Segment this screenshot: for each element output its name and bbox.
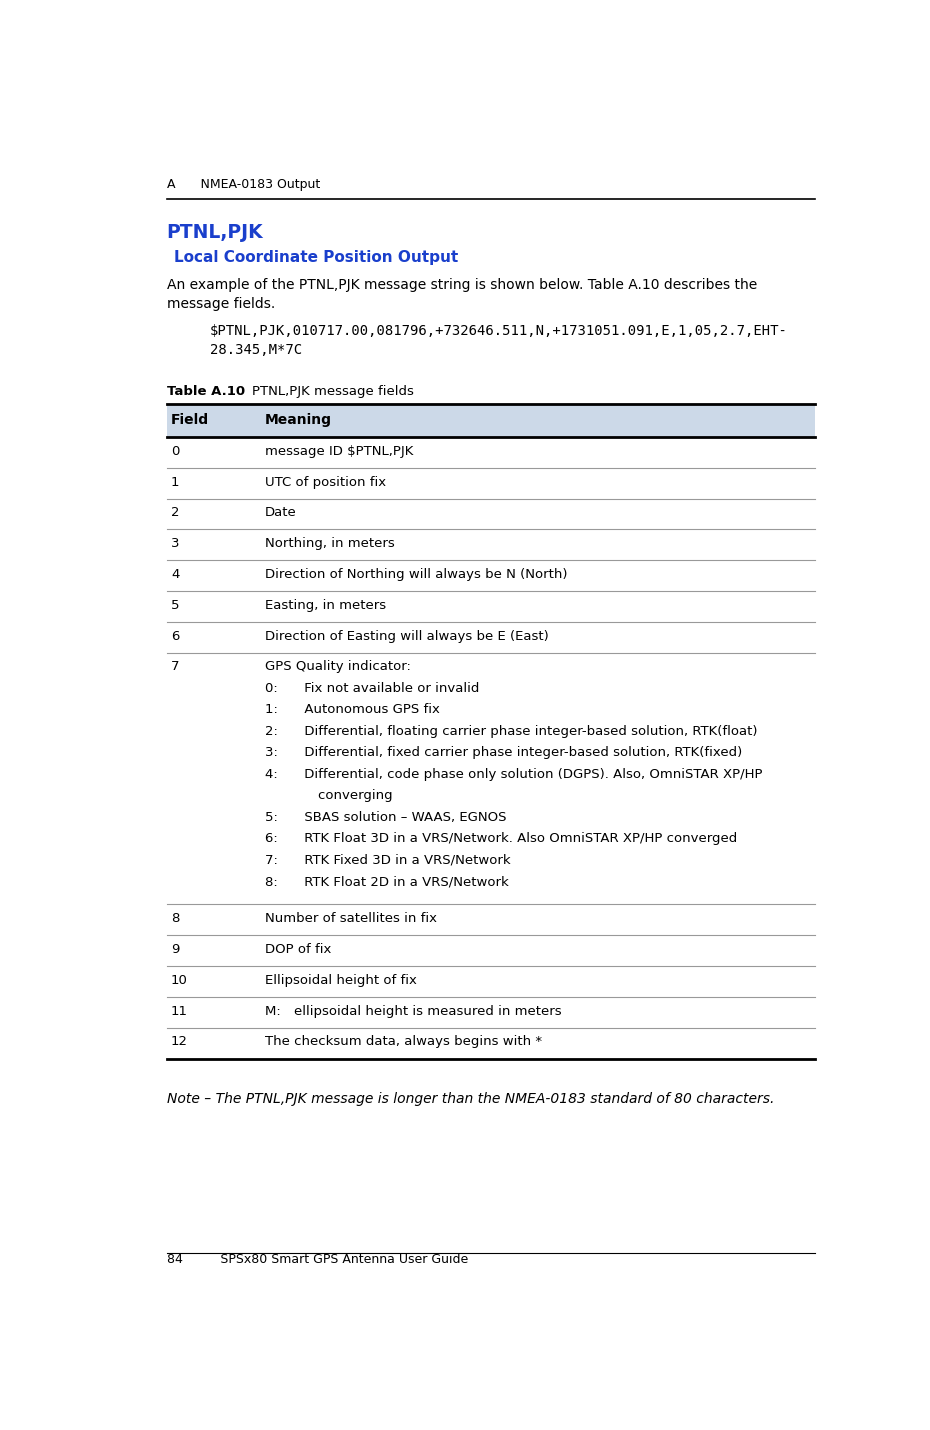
Text: M: ellipsoidal height is measured in meters: M: ellipsoidal height is measured in met… [265,1005,562,1018]
Bar [166,561,816,591]
Text: converging: converging [265,789,392,802]
Text: 7: 7 [171,661,179,674]
Text: Table A.10: Table A.10 [166,385,245,398]
Text: Date: Date [265,506,297,519]
Text: An example of the PTNL,PJK message string is shown below. Table A.10 describes t: An example of the PTNL,PJK message strin… [166,279,757,292]
Text: 2: 2 [171,506,179,519]
Text: 4:  Differential, code phase only solution (DGPS). Also, OmniSTAR XP/HP: 4: Differential, code phase only solutio… [265,768,763,781]
Text: 3:  Differential, fixed carrier phase integer-based solution, RTK(fixed): 3: Differential, fixed carrier phase int… [265,746,742,759]
Text: Direction of Easting will always be E (East): Direction of Easting will always be E (E… [265,629,549,642]
Bar [166,403,816,438]
Text: Meaning: Meaning [265,413,332,428]
Text: Northing, in meters: Northing, in meters [265,538,394,551]
Text: 11: 11 [171,1005,188,1018]
Bar [166,438,816,468]
Text: 6: 6 [171,629,179,642]
Text: 0: 0 [171,445,179,458]
Text: 8:  RTK Float 2D in a VRS/Network: 8: RTK Float 2D in a VRS/Network [265,875,509,888]
Text: 2:  Differential, floating carrier phase integer-based solution, RTK(float): 2: Differential, floating carrier phase … [265,725,757,738]
Text: 4: 4 [171,568,179,581]
Bar [166,529,816,561]
Text: A  NMEA-0183 Output: A NMEA-0183 Output [166,177,320,190]
Bar [166,997,816,1028]
Bar [166,967,816,997]
Text: 84   SPSx80 Smart GPS Antenna User Guide: 84 SPSx80 Smart GPS Antenna User Guide [166,1253,468,1266]
Text: 8: 8 [171,912,179,925]
Text: 10: 10 [171,974,188,987]
Bar [166,499,816,529]
Bar [166,591,816,622]
Text: Easting, in meters: Easting, in meters [265,599,386,612]
Text: PTNL,PJK message fields: PTNL,PJK message fields [252,385,414,398]
Text: 6:  RTK Float 3D in a VRS/Network. Also OmniSTAR XP/HP converged: 6: RTK Float 3D in a VRS/Network. Also O… [265,832,737,845]
Text: 5:  SBAS solution – WAAS, EGNOS: 5: SBAS solution – WAAS, EGNOS [265,811,506,824]
Text: PTNL,PJK: PTNL,PJK [166,223,263,242]
Text: The checksum data, always begins with *: The checksum data, always begins with * [265,1035,542,1048]
Text: Note – The PTNL,PJK message is longer than the NMEA-0183 standard of 80 characte: Note – The PTNL,PJK message is longer th… [166,1091,774,1105]
Text: Ellipsoidal height of fix: Ellipsoidal height of fix [265,974,417,987]
Bar [166,1028,816,1058]
Bar [166,904,816,935]
Text: Number of satellites in fix: Number of satellites in fix [265,912,437,925]
Bar [166,652,816,904]
Text: UTC of position fix: UTC of position fix [265,476,386,489]
Text: message fields.: message fields. [166,297,275,312]
Text: 0:  Fix not available or invalid: 0: Fix not available or invalid [265,682,479,695]
Text: Field: Field [171,413,209,428]
Text: 7:  RTK Fixed 3D in a VRS/Network: 7: RTK Fixed 3D in a VRS/Network [265,854,511,867]
Text: $PTNL,PJK,010717.00,081796,+732646.511,N,+1731051.091,E,1,05,2.7,EHT-
28.345,M*7: $PTNL,PJK,010717.00,081796,+732646.511,N… [210,323,788,356]
Text: Direction of Northing will always be N (North): Direction of Northing will always be N (… [265,568,567,581]
Bar [166,935,816,967]
Text: GPS Quality indicator:: GPS Quality indicator: [265,661,411,674]
Bar [166,622,816,652]
Text: 12: 12 [171,1035,188,1048]
Text: DOP of fix: DOP of fix [265,942,331,955]
Text: 9: 9 [171,942,179,955]
Text: 5: 5 [171,599,179,612]
Text: 3: 3 [171,538,179,551]
Text: 1: 1 [171,476,179,489]
Text: Local Coordinate Position Output: Local Coordinate Position Output [174,250,458,265]
Bar [166,468,816,499]
Text: message ID $PTNL,PJK: message ID $PTNL,PJK [265,445,413,458]
Text: 1:  Autonomous GPS fix: 1: Autonomous GPS fix [265,704,440,716]
